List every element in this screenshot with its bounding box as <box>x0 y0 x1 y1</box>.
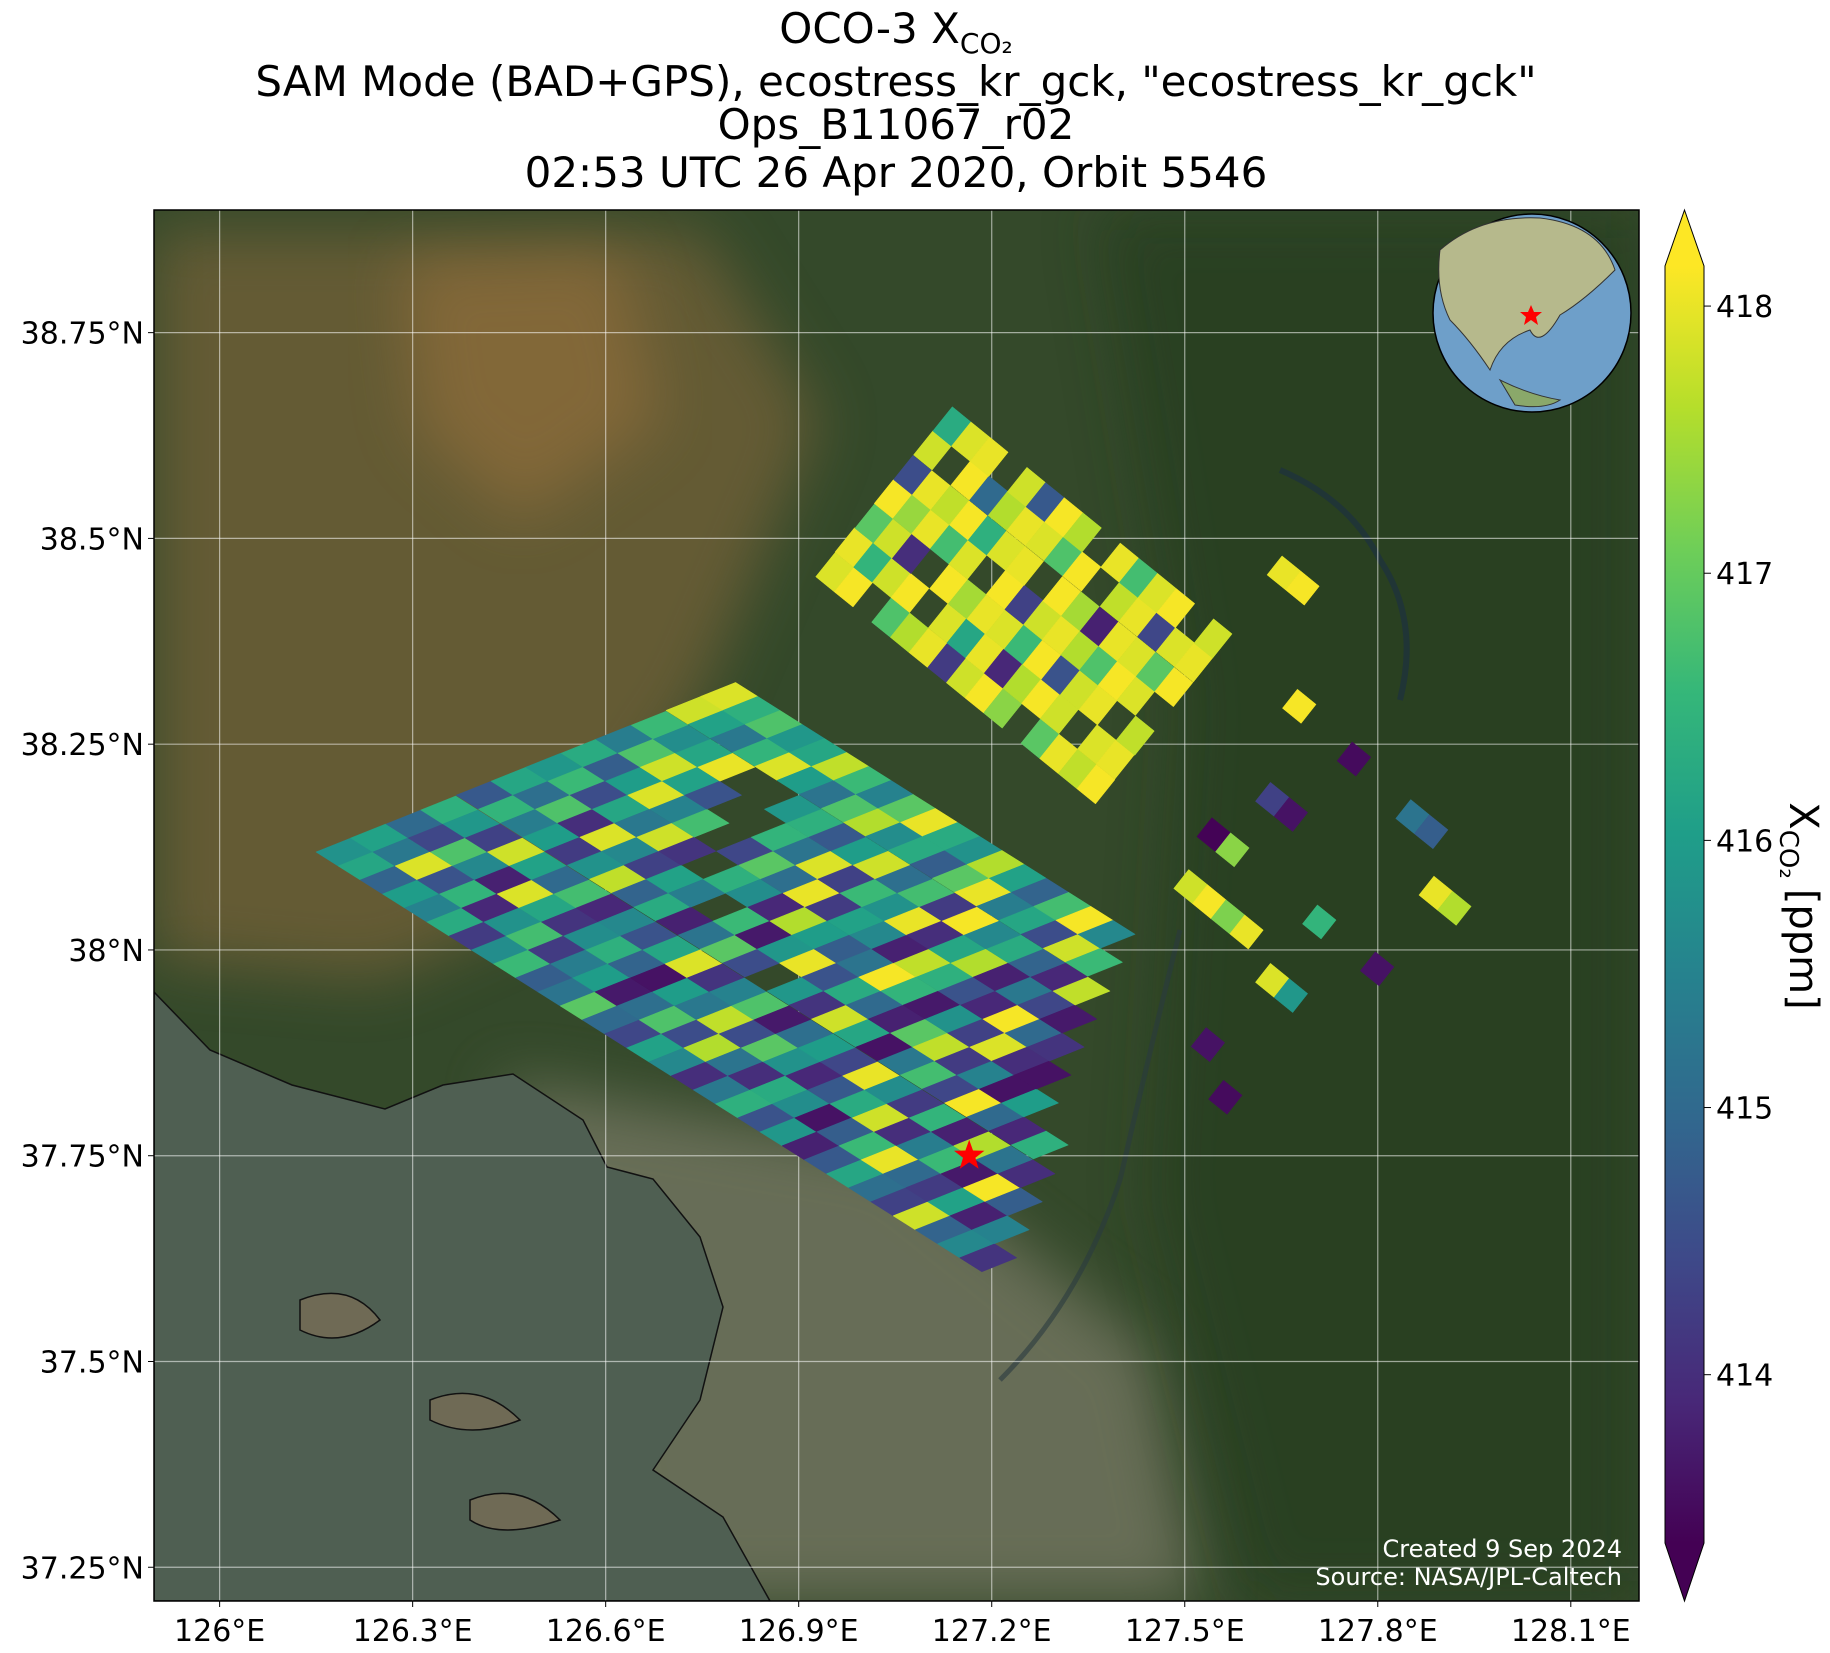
y-tick-label: 37.75°N <box>21 1140 144 1175</box>
subtitle: Ops_B11067_r02 <box>718 100 1075 149</box>
x-tick-label: 126°E <box>174 1614 265 1649</box>
footprint <box>1063 512 1102 553</box>
footprint <box>1273 978 1309 1013</box>
footprint <box>1064 948 1124 977</box>
colorbar-tick-label: 417 <box>1716 557 1773 592</box>
footprint <box>1039 1004 1098 1034</box>
footprint <box>959 1243 1018 1273</box>
chart-title: OCO-3 XCO₂ <box>779 4 1012 60</box>
footprint <box>697 752 756 782</box>
x-tick-label: 126.6°E <box>546 1614 666 1649</box>
colorbar-body <box>1665 266 1704 1543</box>
colorbar-tick-label: 415 <box>1716 1092 1773 1127</box>
footprints <box>315 406 1472 1273</box>
colorbar-label: XCO₂ [ppm] <box>1773 802 1826 1009</box>
title-subscript: CO₂ <box>960 27 1013 60</box>
colorbar-unit: [ppm] <box>1780 889 1826 1010</box>
basemap <box>154 210 1639 1601</box>
colorbar-extend-min <box>1665 1543 1704 1601</box>
y-tick-label: 37.25°N <box>21 1551 144 1586</box>
x-tick-label: 127.8°E <box>1318 1614 1438 1649</box>
footprint <box>1229 914 1264 950</box>
footprint <box>1208 1079 1243 1115</box>
footprint <box>1302 904 1337 940</box>
colorbar-symbol: X <box>1780 802 1826 829</box>
footprint <box>1013 1060 1072 1090</box>
footprint <box>1076 764 1116 805</box>
credit: Source: NASA/JPL-Caltech <box>1315 1563 1622 1591</box>
globe-star <box>1520 305 1542 325</box>
colorbar-tick-label: 414 <box>1716 1359 1773 1394</box>
footprint <box>997 1159 1056 1189</box>
sea <box>154 990 771 1601</box>
footprint <box>1282 688 1317 724</box>
colorbar-tick-label: 416 <box>1716 824 1773 859</box>
credit: Created 9 Sep 2024 <box>1383 1535 1622 1563</box>
footprint <box>1115 715 1155 756</box>
footprint <box>1156 588 1196 629</box>
y-tick-label: 38.75°N <box>21 317 144 352</box>
footprint <box>1005 545 1044 586</box>
x-tick-label: 127.2°E <box>932 1614 1052 1649</box>
colorbar: 414 415 416 417 418 <box>1664 208 1773 1603</box>
footprint <box>683 780 743 810</box>
globe-land <box>1498 378 1562 408</box>
footprint <box>1000 1088 1060 1118</box>
footprint <box>1077 920 1136 949</box>
target-star <box>954 1139 985 1169</box>
footprint <box>969 436 1009 477</box>
footprint <box>984 1187 1044 1217</box>
x-tick-label: 128.1°E <box>1511 1614 1631 1649</box>
title-main: OCO-3 X <box>779 4 960 53</box>
subtitle: 02:53 UTC 26 Apr 2020, Orbit 5546 <box>525 148 1268 197</box>
footprint <box>890 572 930 613</box>
map-frame <box>153 209 1640 1602</box>
subtitle: SAM Mode (BAD+GPS), ecostress_kr_gck, "e… <box>255 57 1536 106</box>
y-tick-label: 38°N <box>68 934 144 969</box>
footprint <box>1273 797 1309 832</box>
footprint <box>1026 1032 1085 1062</box>
y-tick-label: 38.5°N <box>40 522 144 557</box>
footprint <box>1190 1027 1226 1063</box>
globe-inset <box>1432 213 1632 413</box>
mountains <box>1100 210 1639 1601</box>
colorbar-extend-max <box>1665 210 1704 266</box>
x-tick-label: 126.9°E <box>739 1614 859 1649</box>
footprint <box>1336 741 1372 777</box>
footprint <box>1010 1130 1069 1160</box>
footprint <box>1052 976 1111 1006</box>
river <box>998 929 1183 1382</box>
colorbar-subscript: CO₂ <box>1773 830 1803 879</box>
footprint <box>1285 570 1320 606</box>
footprint <box>1154 666 1194 708</box>
footprint <box>1193 618 1233 659</box>
globe-land <box>1438 217 1616 372</box>
colorbar-tick-label: 418 <box>1716 290 1773 325</box>
x-tick-label: 126.3°E <box>353 1614 473 1649</box>
y-tick-label: 37.5°N <box>40 1345 144 1380</box>
footprint <box>971 1215 1030 1245</box>
footprint <box>1215 832 1250 868</box>
footprint <box>671 808 730 838</box>
colorbar-outline <box>1664 208 1705 1603</box>
x-tick-label: 127.5°E <box>1125 1614 1245 1649</box>
y-tick-label: 38.25°N <box>21 728 144 763</box>
footprint <box>1413 814 1449 850</box>
island <box>299 1292 562 1531</box>
river <box>1278 467 1410 701</box>
footprint <box>1437 890 1472 926</box>
footprint <box>1359 951 1395 987</box>
lowland <box>400 250 660 520</box>
